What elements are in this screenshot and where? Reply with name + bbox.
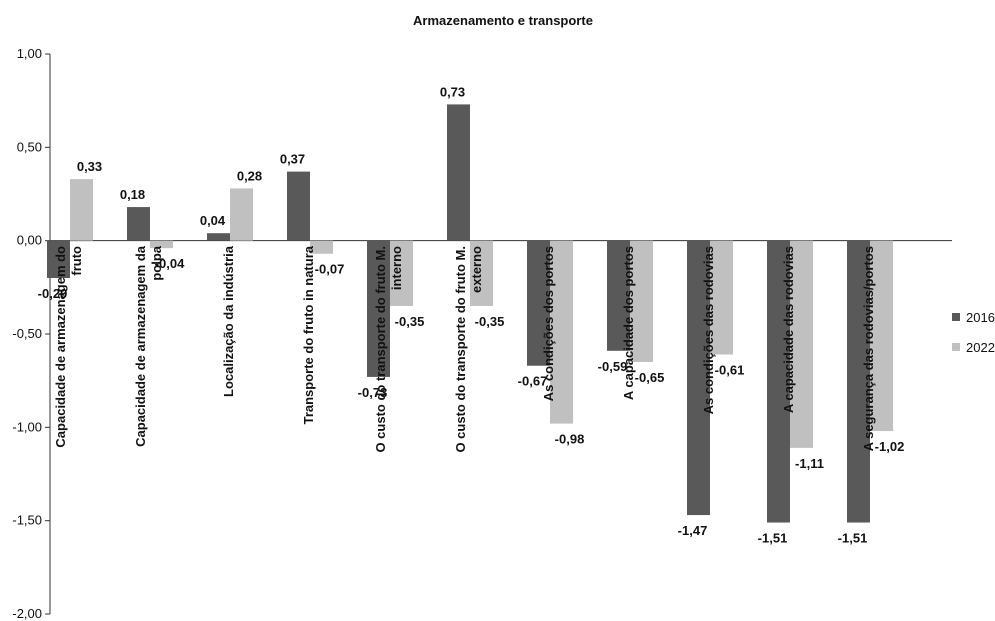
category-label: As condições dos portos (541, 246, 556, 401)
chart-title: Armazenamento e transporte (413, 13, 593, 28)
category-label: Transporte do fruto in natura (301, 245, 316, 424)
bar-2022 (470, 240, 493, 306)
category-label-line: Capacidade de armazenagem da (133, 245, 148, 447)
category-label-line: Transporte do fruto in natura (301, 245, 316, 424)
bars (47, 104, 893, 523)
data-label-2022: 0,28 (237, 168, 262, 183)
legend: 2016 2022 (952, 310, 995, 355)
category-label: A capacidade dos portos (621, 246, 636, 400)
legend-label-2022: 2022 (966, 340, 995, 355)
data-label-2022: -0,35 (475, 314, 505, 329)
bar-2016 (447, 104, 470, 241)
category-label-line: polpa (149, 245, 164, 280)
data-label-2022: -0,07 (315, 262, 345, 277)
bar-2016 (367, 240, 390, 377)
data-label-2022: 0,33 (77, 159, 102, 174)
bar-2022 (310, 240, 333, 254)
y-tick-label: 0,00 (17, 233, 42, 248)
bar-2016 (527, 240, 550, 366)
category-label-line: Capacidade de armazenagem do (53, 246, 68, 448)
y-tick-label: 0,50 (17, 139, 42, 154)
data-label-2016: -1,51 (838, 531, 868, 546)
y-tick-label: -2,00 (12, 606, 42, 621)
data-label-2022: -1,11 (795, 456, 824, 471)
category-label: Localização da indústria (221, 245, 236, 397)
bar-2016 (687, 240, 710, 516)
data-label-2016: -0,20 (38, 286, 68, 301)
y-tick-label: -0,50 (12, 326, 42, 341)
bar-2022 (390, 240, 413, 306)
category-label-line: As condições dos portos (541, 246, 556, 401)
bar-2022 (150, 240, 173, 249)
data-label-2016: -1,47 (678, 523, 708, 538)
data-label-2016: -0,67 (518, 374, 548, 389)
data-label-2016: 0,73 (440, 84, 465, 99)
category-label: O custo do transporte do fruto M. interno (373, 246, 404, 453)
category-label: Capacidade de armazenagem do fruto (53, 246, 84, 448)
bar-2016 (607, 240, 630, 351)
bar-2022 (710, 240, 733, 355)
bar-2016 (47, 240, 70, 278)
data-label-2016: 0,18 (120, 187, 145, 202)
bar-2022 (550, 240, 573, 424)
data-label-2022: -0,04 (155, 256, 185, 271)
data-label-2022: -0,61 (715, 363, 745, 378)
bar-2022 (790, 240, 813, 448)
data-label-2016: 0,04 (200, 213, 226, 228)
category-label-line: Localização da indústria (221, 245, 236, 397)
data-labels: -0,20 0,33 0,18 -0,04 0,04 0,28 0,37 -0,07 -0,73… (38, 84, 905, 545)
data-label-2022: -0,35 (395, 314, 425, 329)
category-label: O custo do transporte do fruto M. externo (453, 246, 484, 453)
bar-2022 (870, 240, 893, 432)
bar-2016 (207, 233, 230, 241)
data-label-2022: -0,65 (635, 370, 665, 385)
category-label-line: O custo do transporte do fruto M. (373, 246, 388, 453)
category-label-line: A capacidade dos portos (621, 246, 636, 400)
data-label-2022: -1,02 (875, 439, 905, 454)
y-tick-label: -1,50 (12, 513, 42, 528)
data-label-2016: 0,37 (280, 152, 305, 167)
y-axis: 1,00 0,50 0,00 -0,50 -1,00 -1,50 -2,00 (12, 46, 952, 621)
y-tick-label: -1,00 (12, 419, 42, 434)
data-label-2016: -1,51 (758, 531, 788, 546)
bar-2022 (630, 240, 653, 362)
category-label-line: interno (389, 246, 404, 290)
legend-swatch-2022 (952, 343, 960, 351)
bar-2016 (847, 240, 870, 523)
legend-swatch-2016 (952, 313, 960, 321)
category-label: A capacidade das rodovias (781, 246, 796, 413)
data-label-2016: -0,73 (358, 385, 388, 400)
category-label-line: O custo do transporte do fruto M. (453, 246, 468, 453)
data-label-2016: -0,59 (598, 359, 628, 374)
category-label-line: As condições das rodovias (701, 246, 716, 414)
bar-2022 (230, 188, 253, 241)
data-label-2022: -0,98 (555, 432, 585, 447)
category-label-line: fruto (69, 246, 84, 276)
category-label-line: A capacidade das rodovias (781, 246, 796, 413)
legend-label-2016: 2016 (966, 310, 995, 325)
bar-2016 (287, 171, 310, 241)
category-label: Capacidade de armazenagem da polpa (133, 245, 164, 447)
category-label-line: externo (469, 246, 484, 293)
category-label-line: A segurança das rodovias/portos (861, 246, 876, 451)
category-label: A segurança das rodovias/portos (861, 246, 876, 451)
bar-2016 (767, 240, 790, 523)
bar-2022 (70, 179, 93, 241)
category-labels: Capacidade de armazenagem do fruto Capacid… (53, 245, 876, 452)
y-tick-label: 1,00 (17, 46, 42, 61)
category-label: As condições das rodovias (701, 246, 716, 414)
bar-2016 (127, 207, 150, 241)
